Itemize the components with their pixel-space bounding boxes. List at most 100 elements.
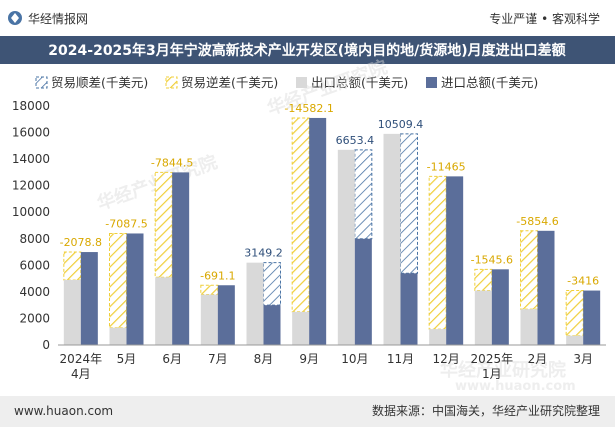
x-tick-label: 12月 xyxy=(433,352,460,366)
import-bar xyxy=(263,305,281,345)
balance-label: -11465 xyxy=(427,160,466,173)
export-bar xyxy=(429,329,447,345)
export-bar xyxy=(155,277,173,345)
legend-item[interactable]: 进口总额(千美元) xyxy=(426,75,538,90)
legend-item[interactable]: 贸易顺差(千美元) xyxy=(35,75,148,90)
balance-label: -5854.6 xyxy=(516,215,558,228)
y-tick-label: 18000 xyxy=(12,99,50,113)
surplus-bar xyxy=(263,262,281,306)
export-bar xyxy=(383,133,401,345)
legend-label: 出口总额(千美元) xyxy=(311,75,408,90)
tagline: 专业严谨 • 客观科学 xyxy=(489,11,600,26)
deficit-bar xyxy=(565,290,584,337)
balance-label: -14582.1 xyxy=(284,102,333,115)
month-group: -5854.6 xyxy=(516,215,559,345)
balance-label: 3149.2 xyxy=(244,247,283,260)
import-bar xyxy=(217,285,235,345)
brand-logo-icon xyxy=(8,11,22,25)
surplus-bar xyxy=(400,133,418,274)
y-tick-label: 14000 xyxy=(12,152,50,166)
month-group: 6653.4 xyxy=(336,134,375,345)
month-group: -7844.5 xyxy=(151,156,193,345)
deficit-bar xyxy=(154,171,173,278)
deficit-bar xyxy=(109,232,127,329)
legend-swatch xyxy=(426,77,437,88)
export-bar xyxy=(63,279,81,345)
footer-source: 数据来源：中国海关，华经产业研究院整理 xyxy=(372,403,600,418)
footer-bar xyxy=(0,396,615,427)
x-tick-label: 2025年 1月 xyxy=(471,352,514,381)
plot-area: -2078.8-7087.5 -7844.5 -691.1 3149.2 -14582.… xyxy=(60,102,601,345)
import-bar xyxy=(172,172,190,345)
x-tick-label: 7月 xyxy=(208,352,228,366)
export-bar xyxy=(566,335,584,345)
x-tick-label: 2024年 4月 xyxy=(60,352,103,381)
x-tick-label: 10月 xyxy=(341,352,368,366)
month-group: -3416 xyxy=(565,275,601,345)
month-group: -11465 xyxy=(427,160,466,345)
legend-swatch xyxy=(296,77,307,88)
x-axis: 2024年 4月 5月 6月 7月 8月 9月 10月 11月 12月 2025年 1月 2月 3月 xyxy=(58,344,606,381)
y-axis: 0 2000 4000 6000 8000 10000 12000 14000 16000 180… xyxy=(12,99,50,352)
legend-swatch xyxy=(35,76,48,89)
legend-label: 进口总额(千美元) xyxy=(441,75,538,90)
x-tick-label: 6月 xyxy=(162,352,182,366)
legend-item[interactable]: 贸易逆差(千美元) xyxy=(165,75,278,90)
y-tick-label: 0 xyxy=(42,338,50,352)
svg-text:华经产业研究院: 华经产业研究院 xyxy=(440,359,566,381)
import-bar xyxy=(354,238,372,345)
header-bar: 华经情报网 专业严谨 • 客观科学 xyxy=(8,11,600,26)
import-bar xyxy=(80,252,98,345)
deficit-bar xyxy=(200,284,219,296)
y-tick-label: 8000 xyxy=(19,232,50,246)
month-group: -691.1 xyxy=(200,269,236,345)
y-tick-label: 2000 xyxy=(19,311,50,325)
balance-label: -691.1 xyxy=(200,269,235,282)
footer-url: www.huaon.com xyxy=(14,404,113,418)
x-tick-label: 2月 xyxy=(528,352,548,366)
balance-label: 10509.4 xyxy=(378,118,424,131)
legend: 贸易顺差(千美元) 贸易逆差(千美元) 出口总额(千美元) 进口总额(千美元) xyxy=(35,75,538,90)
export-bar xyxy=(520,309,538,345)
month-group: -14582.1 xyxy=(284,102,334,345)
x-tick-label: 5月 xyxy=(117,352,137,366)
x-tick-label: 11月 xyxy=(387,352,414,366)
x-tick-label: 8月 xyxy=(254,352,274,366)
import-bar xyxy=(309,117,327,345)
legend-swatch xyxy=(165,76,178,89)
export-bar xyxy=(292,311,310,345)
chart-title: 2024-2025年3月年宁波高新技术产业开发区(境内目的地/货源地)月度进出口… xyxy=(48,42,565,59)
month-group: -1545.6 xyxy=(471,253,513,345)
deficit-bar xyxy=(291,117,310,313)
export-bar xyxy=(474,290,492,345)
import-bar xyxy=(126,233,144,345)
import-bar xyxy=(491,269,509,345)
export-bar xyxy=(337,149,355,345)
brand-name: 华经情报网 xyxy=(28,11,88,26)
y-tick-label: 12000 xyxy=(12,179,50,193)
import-bar xyxy=(446,176,464,345)
deficit-bar xyxy=(474,268,493,292)
export-bar xyxy=(246,262,264,345)
balance-label: -2078.8 xyxy=(60,236,102,249)
y-tick-label: 10000 xyxy=(12,205,50,219)
legend-label: 贸易逆差(千美元) xyxy=(181,75,278,90)
month-group: -7087.5 xyxy=(105,217,148,345)
x-tick-label: 3月 xyxy=(573,352,593,366)
import-bar xyxy=(583,290,601,345)
legend-label: 贸易顺差(千美元) xyxy=(51,75,148,90)
legend-item[interactable]: 出口总额(千美元) xyxy=(296,75,408,90)
balance-label: 6653.4 xyxy=(336,134,375,147)
svg-text:www.huaon.com: www.huaon.com xyxy=(455,379,576,394)
y-tick-label: 6000 xyxy=(19,258,50,272)
export-bar xyxy=(200,294,218,345)
month-group: 10509.4 xyxy=(378,118,424,345)
deficit-bar xyxy=(63,251,82,281)
balance-label: -7844.5 xyxy=(151,156,193,169)
x-tick-label: 9月 xyxy=(299,352,319,366)
deficit-bar xyxy=(428,175,447,330)
import-bar xyxy=(400,273,418,345)
balance-label: -7087.5 xyxy=(105,217,147,230)
month-group: 3149.2 xyxy=(244,247,283,345)
